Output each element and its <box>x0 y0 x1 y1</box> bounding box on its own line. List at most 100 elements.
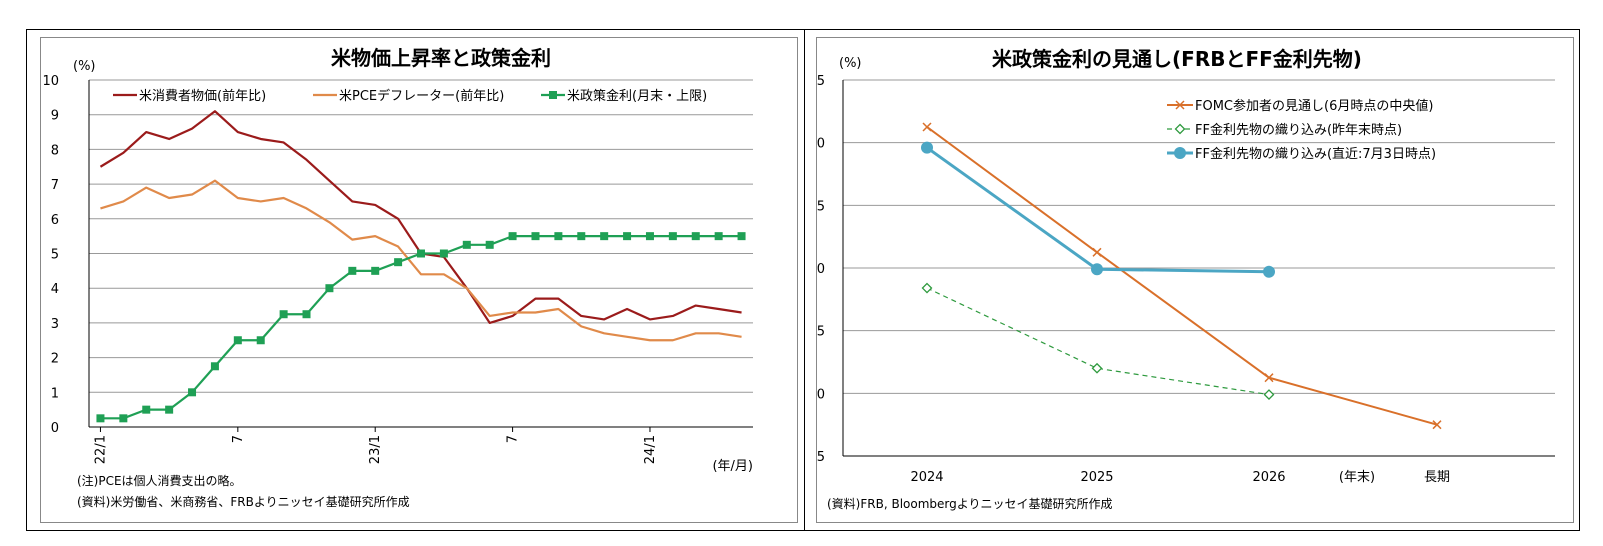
y-tick-label: 5.0 <box>817 137 825 152</box>
source-text: (資料)米労働省、米商務省、FRBよりニッセイ基礎研究所作成 <box>77 494 410 509</box>
y-tick-labels: 0 1 2 3 4 5 6 7 8 9 10 <box>42 74 59 436</box>
x-tick-label: (年末) <box>1339 470 1375 485</box>
y-tick-label: 10 <box>42 74 59 89</box>
data-point-square <box>600 232 609 241</box>
y-tick-label: 2 <box>51 352 59 367</box>
series-line <box>99 110 742 324</box>
legend-label: 米消費者物価(前年比) <box>139 88 266 104</box>
data-point-square <box>256 336 265 345</box>
legend-label: FF金利先物の織り込み(昨年末時点) <box>1195 122 1402 138</box>
legend: FOMC参加者の見通し(6月時点の中央値) FF金利先物の織り込み(昨年末時点) F… <box>1167 98 1436 162</box>
y-tick-label: 3.0 <box>817 387 825 402</box>
chart-title: 米政策金利の見通し(FRBとFF金利先物) <box>992 47 1362 71</box>
data-point-square <box>462 240 471 249</box>
data-point-x <box>1432 420 1442 430</box>
data-point-square <box>577 232 586 241</box>
x-unit-label: (年/月) <box>712 459 753 474</box>
data-point-square <box>279 310 288 319</box>
legend-label: 米PCEデフレーター(前年比) <box>339 88 504 104</box>
legend-label: FOMC参加者の見通し(6月時点の中央値) <box>1195 98 1433 114</box>
data-point-square <box>691 232 700 241</box>
data-point-square <box>508 232 517 241</box>
y-tick-label: 5 <box>51 248 59 263</box>
y-tick-label: 3.5 <box>817 325 825 340</box>
data-point-square <box>668 232 677 241</box>
outer-frame <box>26 29 1580 531</box>
y-tick-label: 8 <box>51 143 59 158</box>
data-point-square <box>119 414 128 423</box>
data-point-circle <box>1174 147 1186 159</box>
source-text: (資料)FRB, Bloombergよりニッセイ基礎研究所作成 <box>827 496 1113 511</box>
data-point-circle <box>921 141 933 154</box>
data-point-square <box>485 240 494 249</box>
data-point-square <box>142 405 151 414</box>
y-tick-label: 4.5 <box>817 199 825 214</box>
data-point-square <box>531 232 540 241</box>
grid <box>88 79 753 428</box>
y-tick-label: 0 <box>51 421 59 436</box>
chart-panel-inflation: 米物価上昇率と政策金利 (%) 0 1 2 3 4 5 6 7 8 9 10 22/1 7 23/1 7 2… <box>40 37 798 523</box>
x-tick-label: 7 <box>506 435 521 443</box>
data-point-square <box>737 232 746 241</box>
data-point-square <box>233 336 242 345</box>
y-unit-label: (%) <box>839 56 862 71</box>
data-point-circle <box>1263 265 1275 278</box>
y-tick-labels: 2.5 3.0 3.5 4.0 4.5 5.0 5.5 <box>817 74 825 465</box>
x-tick-label: 2024 <box>910 470 943 485</box>
data-point-diamond <box>1174 123 1186 135</box>
y-tick-label: 4.0 <box>817 262 825 277</box>
x-tick-label: 2025 <box>1080 470 1113 485</box>
x-tick-label: 長期 <box>1424 470 1450 485</box>
data-point-square <box>325 284 334 293</box>
data-point-square <box>96 414 105 423</box>
data-point-square <box>394 258 403 267</box>
x-tick-labels: 22/1 7 23/1 7 24/1 <box>93 427 658 464</box>
x-tick-label: 2026 <box>1252 470 1285 485</box>
series-line <box>100 179 742 342</box>
y-tick-label: 7 <box>51 178 59 193</box>
series-line <box>100 235 742 420</box>
y-tick-label: 5.5 <box>817 74 825 89</box>
data-point-x <box>1264 373 1274 383</box>
chart-title: 米物価上昇率と政策金利 <box>331 46 551 70</box>
data-point-diamond <box>1091 362 1103 374</box>
data-point-square <box>210 362 219 371</box>
data-point-square <box>714 232 723 241</box>
x-tick-label: 7 <box>231 435 246 443</box>
data-point-square <box>439 249 448 258</box>
panel-divider <box>804 29 805 531</box>
legend: 米消費者物価(前年比) 米PCEデフレーター(前年比) 米政策金利(月末・上限) <box>113 88 707 104</box>
data-point-square <box>165 405 174 414</box>
data-point-square <box>348 266 357 275</box>
rate-outlook-chart: 米政策金利の見通し(FRBとFF金利先物) (%) 2.5 3.0 3.5 4.0 4.… <box>817 47 1555 511</box>
grid <box>842 79 1555 457</box>
data-point-square <box>554 232 563 241</box>
data-point-diamond <box>921 282 933 294</box>
x-tick-label: 23/1 <box>368 435 383 464</box>
data-point-square <box>645 232 654 241</box>
data-point-x <box>922 122 932 132</box>
series-lines <box>921 122 1442 430</box>
y-tick-label: 6 <box>51 213 59 228</box>
data-point-square <box>417 249 425 258</box>
legend-label: 米政策金利(月末・上限) <box>567 88 707 104</box>
x-tick-label: 24/1 <box>643 435 658 464</box>
x-tick-labels: 2024 2025 2026 (年末) 長期 <box>910 470 1450 485</box>
data-point-square <box>549 91 557 99</box>
y-tick-label: 9 <box>51 109 59 124</box>
data-point-circle <box>1091 263 1103 276</box>
data-point-square <box>188 388 197 397</box>
y-tick-label: 4 <box>51 282 59 297</box>
series-line <box>926 126 1438 426</box>
data-point-square <box>302 310 311 319</box>
y-tick-label: 3 <box>51 317 59 332</box>
chart-panel-rate-outlook: 米政策金利の見通し(FRBとFF金利先物) (%) 2.5 3.0 3.5 4.0 4.… <box>816 37 1574 523</box>
series-lines <box>96 110 746 423</box>
data-point-square <box>623 232 632 241</box>
x-tick-label: 22/1 <box>93 435 108 464</box>
note-text: (注)PCEは個人消費支出の略。 <box>77 473 242 488</box>
data-point-square <box>371 266 380 275</box>
data-point-x <box>1175 100 1185 110</box>
data-point-diamond <box>1263 389 1275 401</box>
